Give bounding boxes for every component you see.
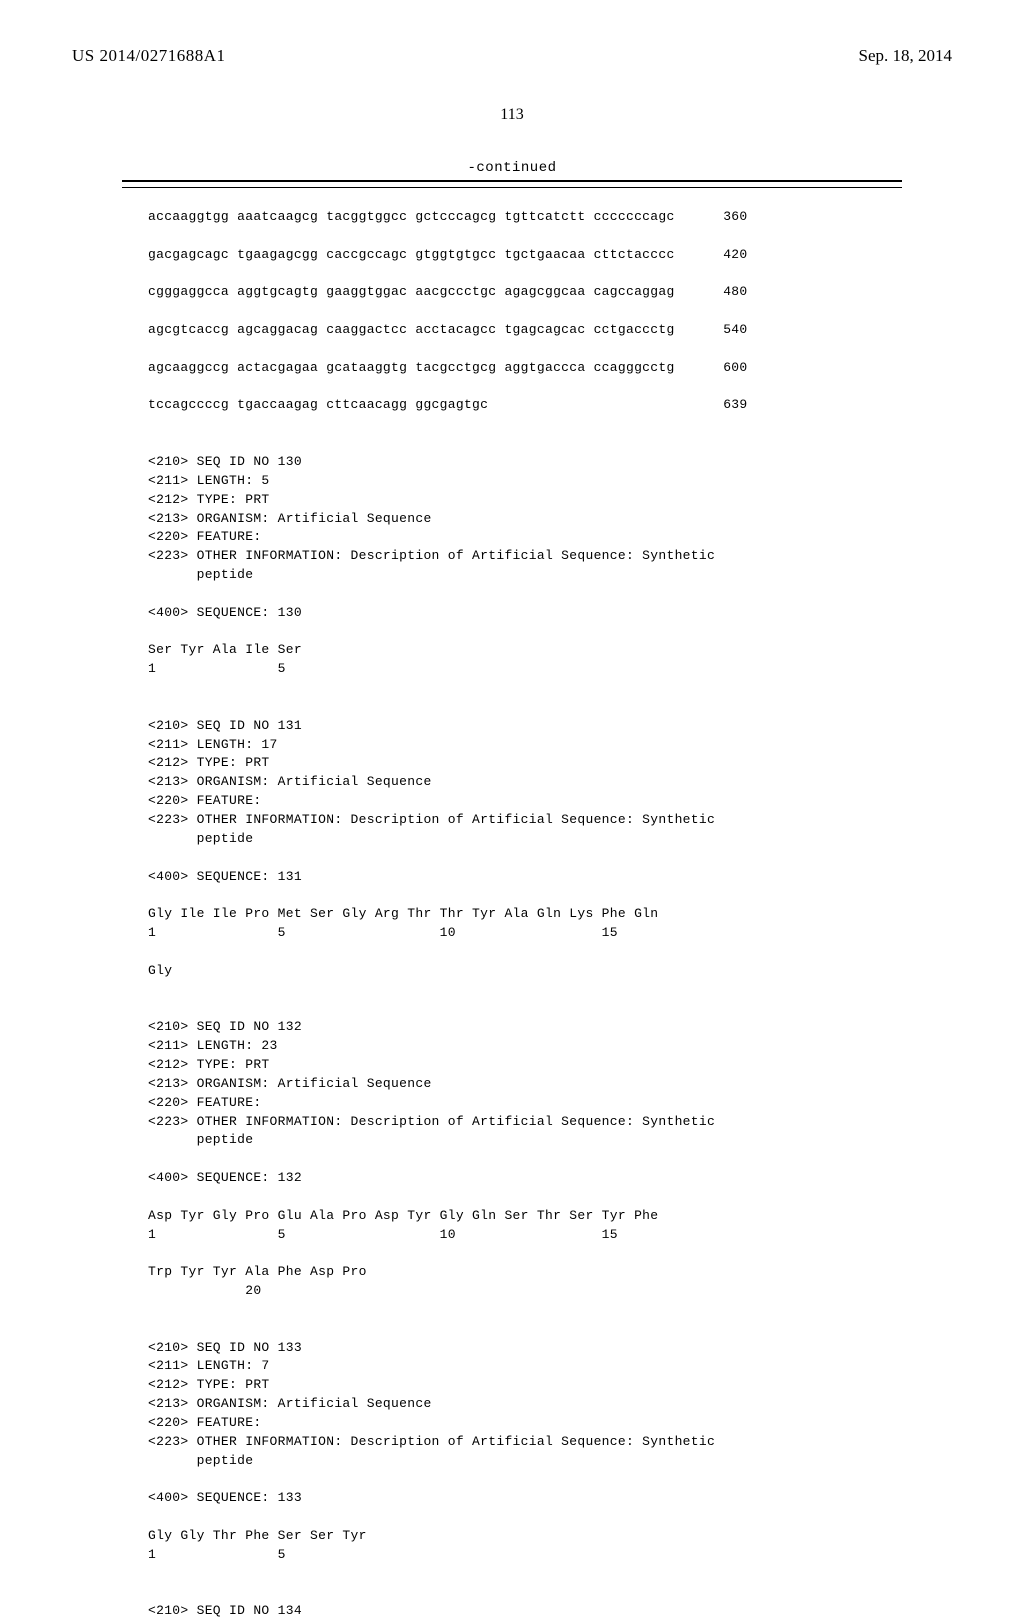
divider-thin [122, 187, 902, 188]
page-number: 113 [0, 106, 1024, 124]
publication-number: US 2014/0271688A1 [72, 46, 225, 66]
divider-thick [122, 180, 902, 182]
publication-date: Sep. 18, 2014 [859, 46, 953, 66]
sequence-listing: accaaggtgg aaatcaagcg tacggtggcc gctccca… [148, 208, 748, 1621]
continued-label: -continued [0, 160, 1024, 176]
